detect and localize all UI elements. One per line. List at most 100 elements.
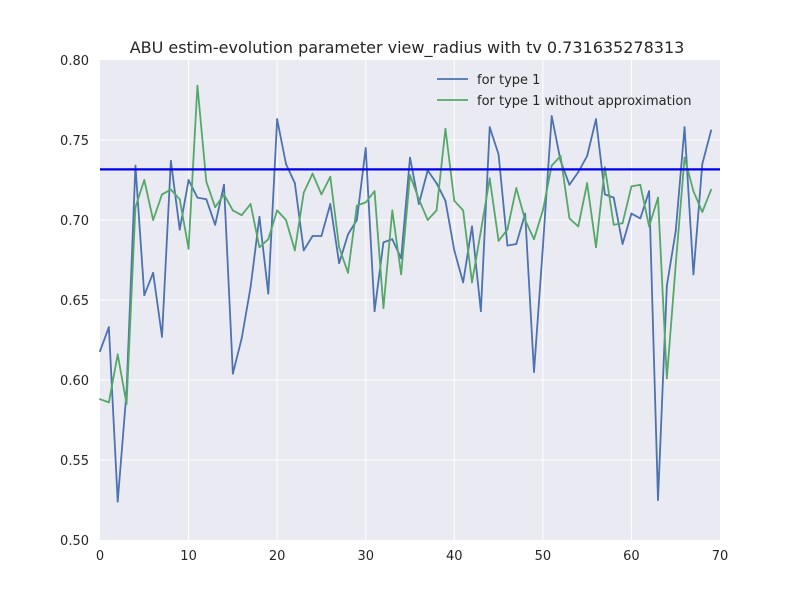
data-point-series-2 xyxy=(347,271,349,274)
grid xyxy=(100,60,720,540)
y-tick-label: 0.65 xyxy=(60,294,89,309)
data-point-series-2 xyxy=(426,219,429,221)
data-point-series-2 xyxy=(302,191,305,194)
legend-label-1: for type 1 xyxy=(477,73,540,88)
data-point-series-1 xyxy=(692,273,695,276)
data-point-series-2 xyxy=(665,377,668,380)
data-point-series-1 xyxy=(524,212,527,215)
data-point-series-1 xyxy=(683,126,686,129)
data-point-series-2 xyxy=(559,155,562,157)
data-point-series-2 xyxy=(417,198,420,201)
data-point-series-1 xyxy=(595,118,597,121)
data-point-series-1 xyxy=(621,243,624,245)
data-point-series-1 xyxy=(382,241,385,244)
series-line-2 xyxy=(99,84,712,405)
data-point-series-1 xyxy=(267,292,270,295)
data-point-series-2 xyxy=(214,206,217,209)
data-point-series-2 xyxy=(205,180,208,183)
data-point-series-2 xyxy=(577,225,580,228)
data-point-series-2 xyxy=(453,199,456,202)
data-point-series-1 xyxy=(285,163,287,165)
data-point-series-1 xyxy=(355,219,358,221)
data-point-series-2 xyxy=(550,164,553,167)
data-point-series-1 xyxy=(116,500,119,503)
data-point-series-2 xyxy=(293,249,296,252)
data-point-series-1 xyxy=(214,223,217,226)
data-point-series-1 xyxy=(134,164,137,167)
data-point-series-1 xyxy=(417,203,420,205)
data-point-series-2 xyxy=(161,193,163,196)
data-point-series-2 xyxy=(196,84,199,87)
data-point-series-1 xyxy=(107,326,110,329)
data-point-series-1 xyxy=(276,118,279,121)
x-tick-label: 50 xyxy=(535,549,552,564)
y-tick-label: 0.75 xyxy=(60,134,89,149)
x-tick-label: 40 xyxy=(446,549,463,564)
data-point-series-2 xyxy=(143,179,146,181)
data-point-series-1 xyxy=(515,243,518,245)
data-point-series-1 xyxy=(311,235,314,237)
data-point-series-1 xyxy=(409,156,411,159)
data-point-series-2 xyxy=(683,156,686,159)
data-point-series-1 xyxy=(231,372,234,375)
data-point-series-1 xyxy=(169,159,172,162)
x-tick-label: 30 xyxy=(357,549,374,564)
data-point-series-1 xyxy=(240,337,243,340)
data-point-series-1 xyxy=(187,179,190,181)
data-point-series-2 xyxy=(267,238,270,241)
data-point-series-1 xyxy=(577,171,580,173)
data-point-series-1 xyxy=(347,233,349,236)
data-point-series-1 xyxy=(674,230,677,233)
data-point-series-2 xyxy=(329,175,332,178)
x-tick-label: 70 xyxy=(712,549,729,564)
data-point-series-2 xyxy=(541,209,544,212)
data-point-series-1 xyxy=(506,244,509,247)
data-point-series-1 xyxy=(639,217,642,220)
data-point-series-1 xyxy=(603,193,606,196)
data-point-series-2 xyxy=(488,177,491,180)
data-point-series-1 xyxy=(338,262,341,265)
data-point-series-1 xyxy=(701,163,704,165)
data-point-series-2 xyxy=(533,238,535,241)
data-point-series-1 xyxy=(648,190,651,193)
data-point-series-1 xyxy=(568,183,571,186)
data-point-series-2 xyxy=(231,209,234,212)
data-point-series-1 xyxy=(249,286,252,289)
y-tick-label: 0.50 xyxy=(60,534,89,549)
data-point-series-1 xyxy=(657,499,659,501)
data-point-series-1 xyxy=(612,196,615,199)
data-point-series-2 xyxy=(497,239,500,242)
data-point-series-1 xyxy=(630,212,633,215)
data-point-series-1 xyxy=(258,215,261,218)
data-point-series-1 xyxy=(665,284,668,287)
data-point-series-2 xyxy=(595,246,597,249)
y-tick-label: 0.55 xyxy=(60,454,89,469)
legend-label-2: for type 1 without approximation xyxy=(477,94,692,109)
data-point-series-2 xyxy=(648,225,651,228)
data-point-series-2 xyxy=(249,203,252,205)
data-point-series-1 xyxy=(196,196,199,199)
data-point-series-1 xyxy=(99,350,101,353)
data-point-series-2 xyxy=(568,217,571,220)
data-point-series-1 xyxy=(541,246,544,249)
data-point-series-2 xyxy=(99,398,101,401)
y-tick-label: 0.70 xyxy=(60,214,89,229)
data-point-series-1 xyxy=(391,238,394,241)
data-point-series-2 xyxy=(364,201,367,204)
x-tick-labels: 0 10 20 30 40 50 60 70 xyxy=(96,549,728,564)
data-point-series-1 xyxy=(444,199,447,202)
data-point-series-1 xyxy=(710,129,713,132)
data-point-series-2 xyxy=(355,204,358,207)
data-point-series-1 xyxy=(435,182,438,185)
data-point-series-1 xyxy=(400,257,403,260)
data-point-series-1 xyxy=(302,249,305,252)
data-point-series-1 xyxy=(329,203,332,205)
data-point-series-2 xyxy=(409,174,411,177)
data-point-series-2 xyxy=(621,222,624,225)
data-point-series-1 xyxy=(152,271,155,274)
data-point-series-1 xyxy=(586,155,589,157)
data-point-series-1 xyxy=(488,126,491,129)
data-point-series-2 xyxy=(178,198,181,201)
data-point-series-1 xyxy=(320,235,323,237)
